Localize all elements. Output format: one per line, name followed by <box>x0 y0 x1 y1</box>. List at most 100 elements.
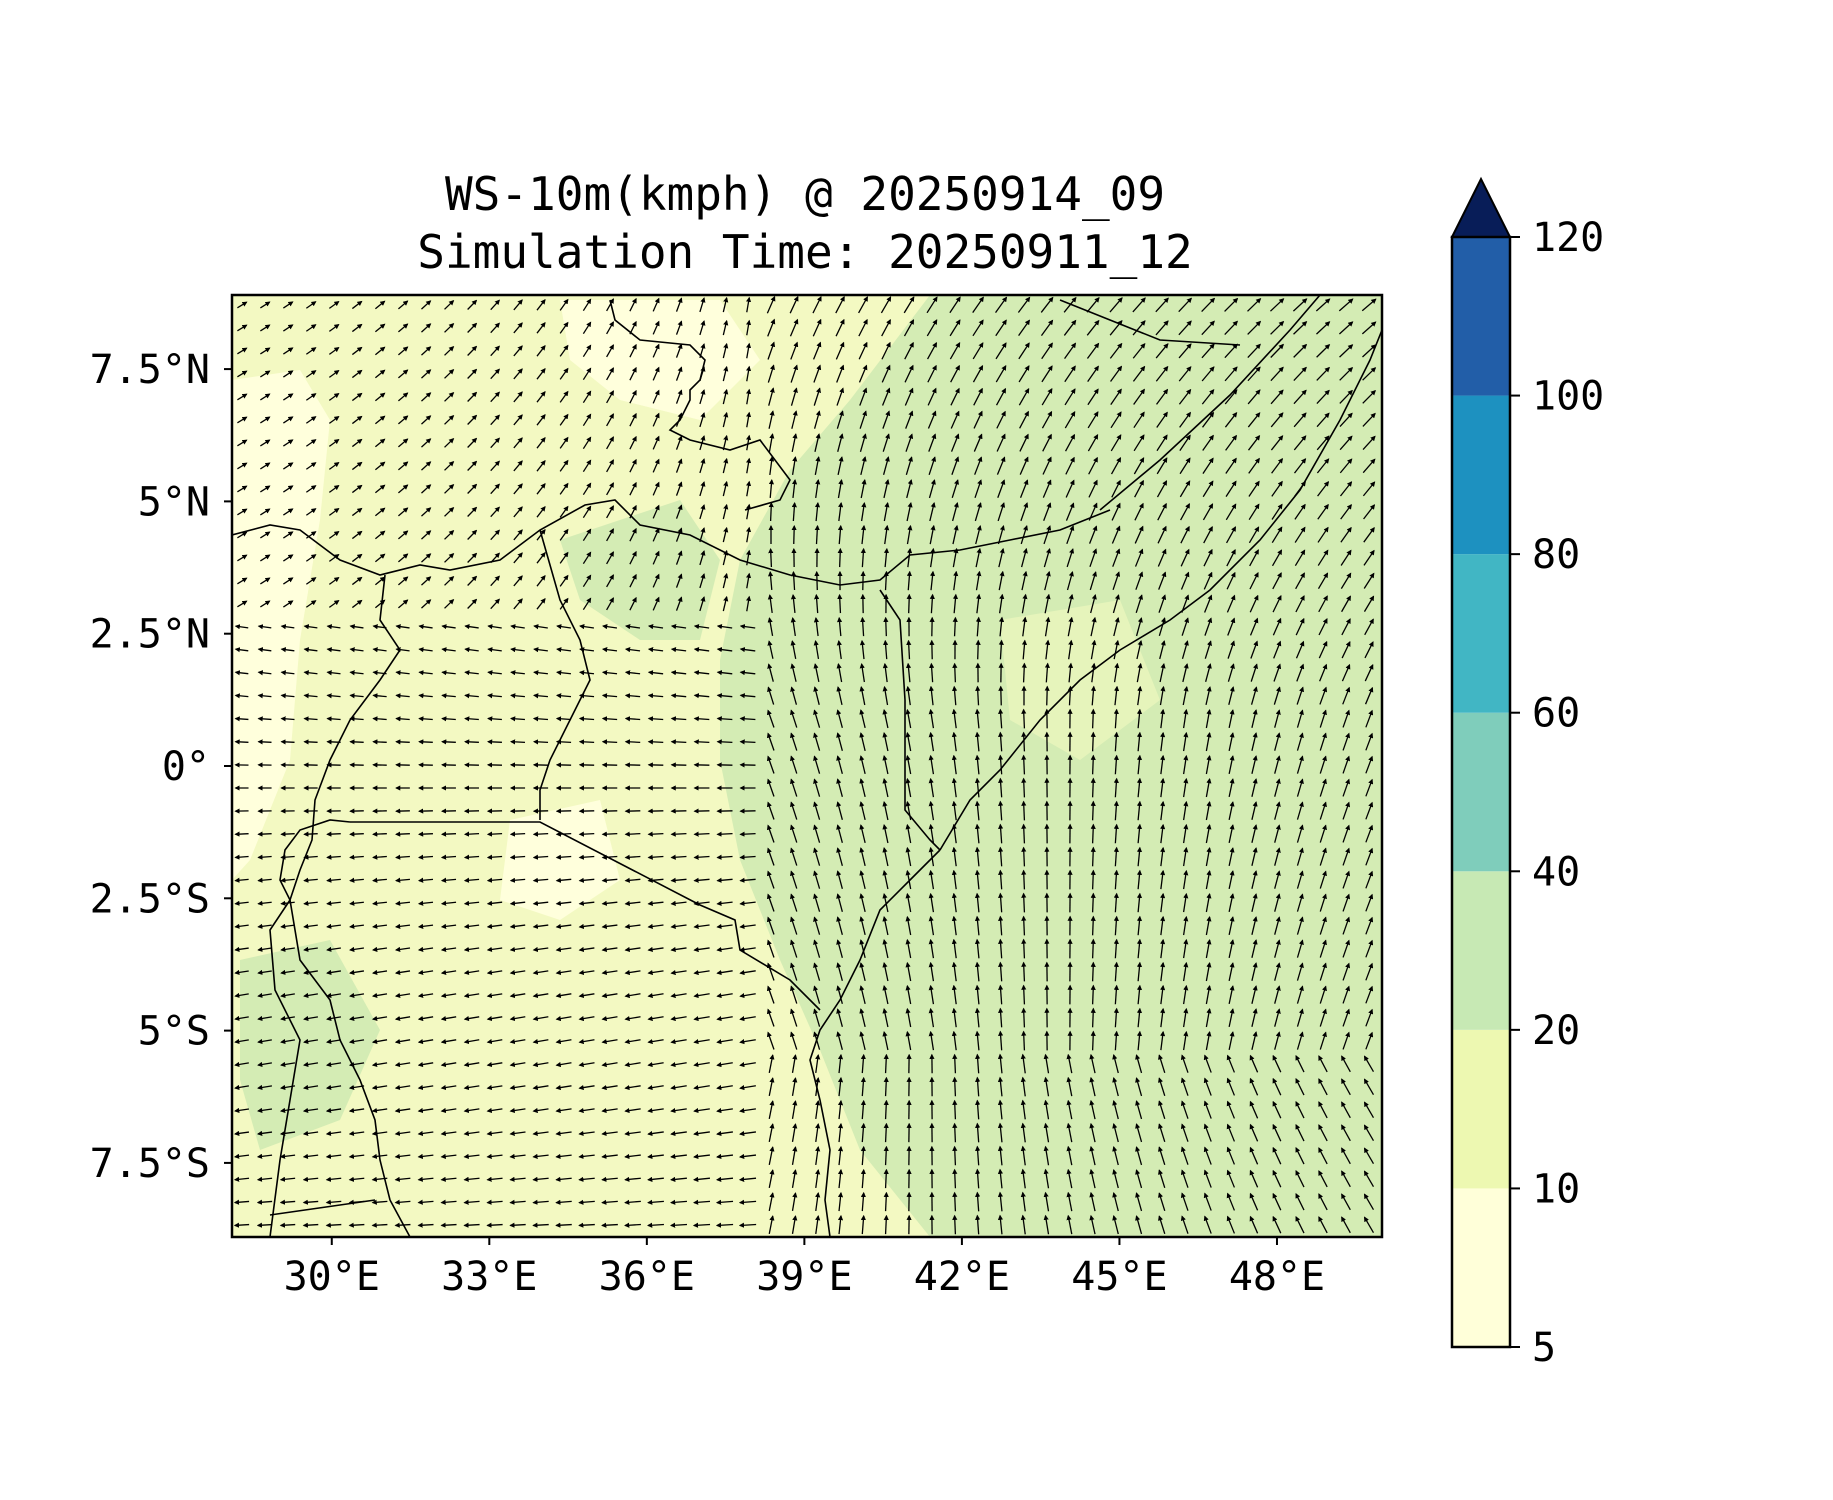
wind-vector-arrow <box>882 433 890 452</box>
wind-vector-arrow <box>906 593 912 614</box>
wind-vector-arrow <box>629 504 637 519</box>
wind-vector-arrow <box>629 412 637 427</box>
wind-vector-arrow <box>1361 298 1377 312</box>
wind-vector-arrow <box>675 573 683 588</box>
wind-vector-arrow <box>260 485 271 493</box>
wind-vector-arrow <box>374 484 386 494</box>
wind-vector-arrow <box>257 716 272 722</box>
wind-vector-arrow <box>606 390 614 404</box>
wind-vector-arrow <box>1224 366 1238 382</box>
wind-vector-arrow <box>722 342 729 359</box>
wind-vector-arrow <box>789 295 799 314</box>
wind-vector-arrow <box>444 391 455 402</box>
wind-vector-arrow <box>995 387 1007 406</box>
wind-vector-arrow <box>328 392 340 401</box>
wind-vector-arrow <box>1040 319 1054 336</box>
wind-vector-arrow <box>1041 365 1053 383</box>
wind-vector-arrow <box>629 573 637 588</box>
wind-vector-arrow <box>1042 433 1052 452</box>
wind-vector-arrow <box>767 318 776 337</box>
wind-vector-arrow <box>745 503 752 520</box>
wind-vector-arrow <box>532 1222 549 1228</box>
wind-vector-arrow <box>1178 297 1193 313</box>
wind-vector-arrow <box>509 831 526 837</box>
wind-vector-arrow <box>260 393 271 401</box>
wind-vector-arrow <box>1088 456 1098 475</box>
wind-vector-arrow <box>699 366 706 382</box>
wind-vector-arrow <box>927 387 937 406</box>
wind-vector-arrow <box>374 438 386 448</box>
colorbar-segment <box>1452 554 1510 713</box>
wind-vector-arrow <box>1021 892 1027 913</box>
wind-vector-arrow <box>444 368 455 379</box>
wind-vector-arrow <box>606 367 614 381</box>
wind-vector-arrow <box>260 370 271 378</box>
wind-vector-arrow <box>995 319 1007 337</box>
wind-vector-arrow <box>606 574 614 588</box>
wind-vector-arrow <box>1134 502 1144 521</box>
wind-vector-arrow <box>1021 869 1027 890</box>
wind-vector-arrow <box>305 577 317 585</box>
wind-vector-arrow <box>444 552 455 563</box>
wind-vector-arrow <box>1020 525 1029 545</box>
wind-vector-arrow <box>972 342 984 360</box>
y-tick-label: 7.5°S <box>90 1141 210 1187</box>
wind-vector-arrow <box>791 456 798 476</box>
wind-vector-arrow <box>283 347 294 355</box>
wind-vector-arrow <box>1179 434 1191 451</box>
wind-vector-arrow <box>1362 481 1376 497</box>
wind-vector-arrow <box>582 574 592 588</box>
wind-vector-arrow <box>837 593 843 614</box>
wind-vector-arrow <box>1086 297 1100 313</box>
wind-vector-arrow <box>398 392 409 402</box>
wind-vector-arrow <box>837 479 844 499</box>
wind-vector-arrow <box>1021 731 1027 752</box>
wind-vector-arrow <box>767 571 774 591</box>
wind-vector-arrow <box>904 387 914 406</box>
wind-vector-arrow <box>814 433 821 452</box>
wind-vector-arrow <box>1064 365 1076 383</box>
wind-vector-arrow <box>328 576 340 585</box>
wind-vector-arrow <box>652 320 660 335</box>
wind-vector-arrow <box>929 524 936 545</box>
wind-vector-arrow <box>490 345 500 357</box>
wind-vector-arrow <box>1363 504 1376 520</box>
x-tick-label: 45°E <box>1071 1254 1167 1300</box>
wind-vector-arrow <box>1247 412 1261 428</box>
wind-vector-arrow <box>907 547 913 568</box>
wind-vector-arrow <box>1134 479 1144 498</box>
wind-vector-arrow <box>1317 481 1330 497</box>
wind-vector-arrow <box>739 739 756 745</box>
wind-vector-arrow <box>490 322 500 334</box>
wind-vector-arrow <box>675 504 683 519</box>
wind-vector-arrow <box>1018 319 1030 337</box>
wind-vector-arrow <box>699 435 706 451</box>
wind-vector-arrow <box>675 458 683 473</box>
wind-vector-arrow <box>1179 480 1191 498</box>
wind-vector-arrow <box>351 576 363 586</box>
wind-vector-arrow <box>768 410 775 429</box>
wind-vector-arrow <box>716 831 733 837</box>
wind-vector-arrow <box>768 387 775 406</box>
wind-vector-arrow <box>582 505 592 519</box>
wind-vector-arrow <box>1019 456 1029 475</box>
wind-vector-arrow <box>647 831 664 837</box>
wind-vector-arrow <box>1316 389 1330 404</box>
wind-vector-arrow <box>1043 502 1052 522</box>
wind-vector-arrow <box>1201 320 1215 336</box>
wind-vector-arrow <box>1248 526 1260 544</box>
wind-vector-arrow <box>260 324 271 332</box>
wind-vector-arrow <box>1066 525 1075 545</box>
wind-vector-arrow <box>952 1076 958 1097</box>
wind-vector-arrow <box>606 459 614 473</box>
wind-vector-arrow <box>1090 938 1096 959</box>
wind-vector-arrow <box>1180 503 1190 521</box>
wind-vector-arrow <box>1134 548 1144 567</box>
wind-vector-arrow <box>1294 480 1306 497</box>
wind-vector-arrow <box>490 437 500 449</box>
wind-vector-arrow <box>374 346 386 356</box>
wind-vector-arrow <box>1224 297 1239 312</box>
wind-vector-arrow <box>513 437 523 449</box>
wind-vector-arrow <box>559 321 569 334</box>
wind-vector-arrow <box>1088 525 1098 544</box>
